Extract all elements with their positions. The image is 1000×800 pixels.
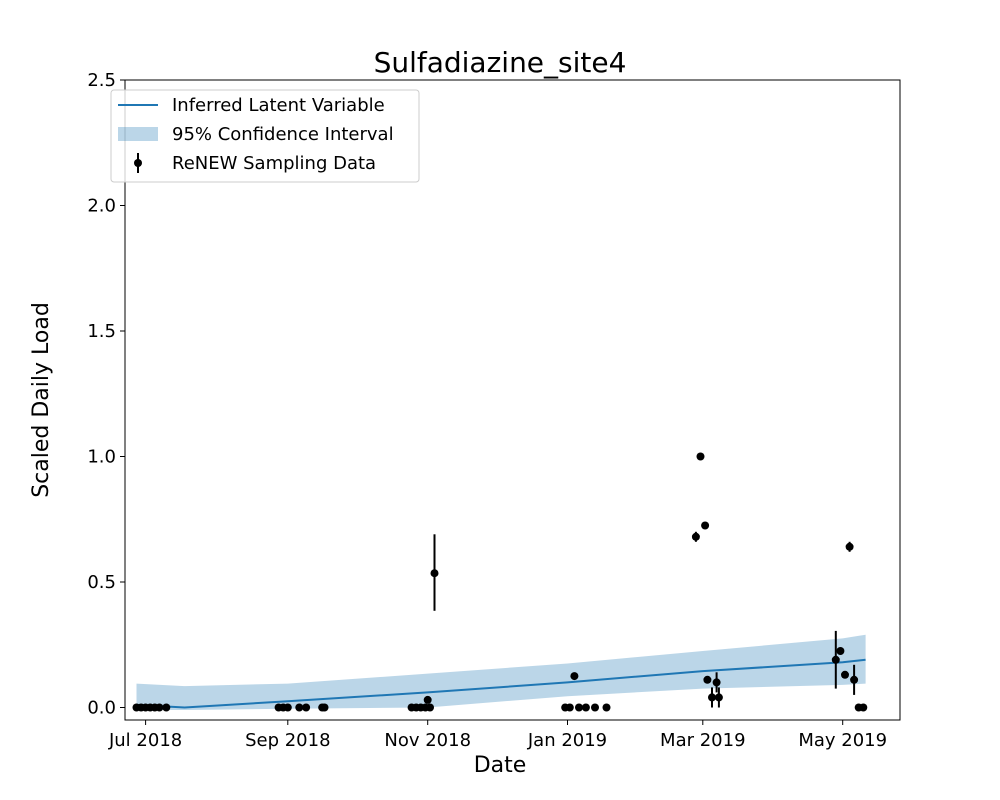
x-axis-title: Date xyxy=(474,753,527,778)
sampling-points-layer xyxy=(132,452,868,712)
sampling-point xyxy=(581,703,590,712)
sampling-point xyxy=(302,703,311,712)
sampling-point xyxy=(426,703,434,712)
sampling-point xyxy=(859,703,868,712)
legend-marker-swatch xyxy=(134,159,142,167)
y-tick-label: 1.0 xyxy=(87,447,116,468)
x-tick-label: May 2019 xyxy=(798,730,887,751)
sampling-point xyxy=(831,655,840,664)
legend-box xyxy=(110,89,420,183)
y-tick-label: 0.0 xyxy=(87,698,116,719)
sampling-point xyxy=(691,532,700,541)
sampling-point xyxy=(696,452,705,461)
y-tick-label: 0.5 xyxy=(87,572,116,593)
y-tick-label: 2.0 xyxy=(87,196,116,217)
sampling-point xyxy=(591,703,599,712)
sampling-point xyxy=(295,703,304,712)
x-tick-label: Mar 2019 xyxy=(660,730,746,751)
y-tick-label: 1.5 xyxy=(87,321,116,342)
plot-frame xyxy=(124,79,901,721)
sampling-point xyxy=(575,703,583,712)
sampling-point xyxy=(841,670,849,679)
legend-label-interval: 95% Confidence Interval xyxy=(172,124,394,145)
legend: Inferred Latent Variable 95% Confidence … xyxy=(110,89,420,183)
x-axis-ticks: Jul 2018 Sep 2018 Nov 2018 Jan 2019 Mar 2019… xyxy=(108,720,887,751)
sampling-point xyxy=(845,542,854,551)
latent-line-layer xyxy=(136,658,866,709)
x-tick-label: Jul 2018 xyxy=(108,730,182,751)
legend-label-latent: Inferred Latent Variable xyxy=(172,95,385,116)
sampling-point xyxy=(850,675,859,684)
x-tick-label: Jan 2019 xyxy=(527,730,607,751)
legend-label-sampling: ReNEW Sampling Data xyxy=(172,153,376,174)
y-axis-ticks: 0.0 0.5 1.0 1.5 2.0 2.5 xyxy=(87,70,125,719)
sampling-point xyxy=(155,703,164,712)
sampling-point xyxy=(162,703,171,712)
sampling-point xyxy=(836,647,845,655)
sampling-point xyxy=(430,569,439,578)
x-tick-label: Nov 2018 xyxy=(384,730,471,751)
sampling-point xyxy=(283,703,292,712)
sampling-point xyxy=(712,678,721,687)
sampling-point xyxy=(714,693,723,702)
chart-title: Sulfadiazine_site4 xyxy=(374,46,627,79)
y-axis-title: Scaled Daily Load xyxy=(29,302,54,498)
sampling-point xyxy=(602,703,611,712)
x-tick-label: Sep 2018 xyxy=(245,730,330,751)
legend-band-swatch xyxy=(118,127,158,141)
sampling-point xyxy=(320,703,329,712)
confidence-band xyxy=(136,634,866,710)
latent-variable-line xyxy=(136,658,866,709)
sampling-point xyxy=(565,703,574,712)
sampling-point xyxy=(423,695,432,704)
sampling-point xyxy=(703,675,712,684)
confidence-band-layer xyxy=(136,634,866,710)
sampling-point xyxy=(701,521,710,530)
sampling-point xyxy=(708,693,716,702)
y-tick-label: 2.5 xyxy=(87,70,116,91)
sampling-point xyxy=(570,672,579,681)
